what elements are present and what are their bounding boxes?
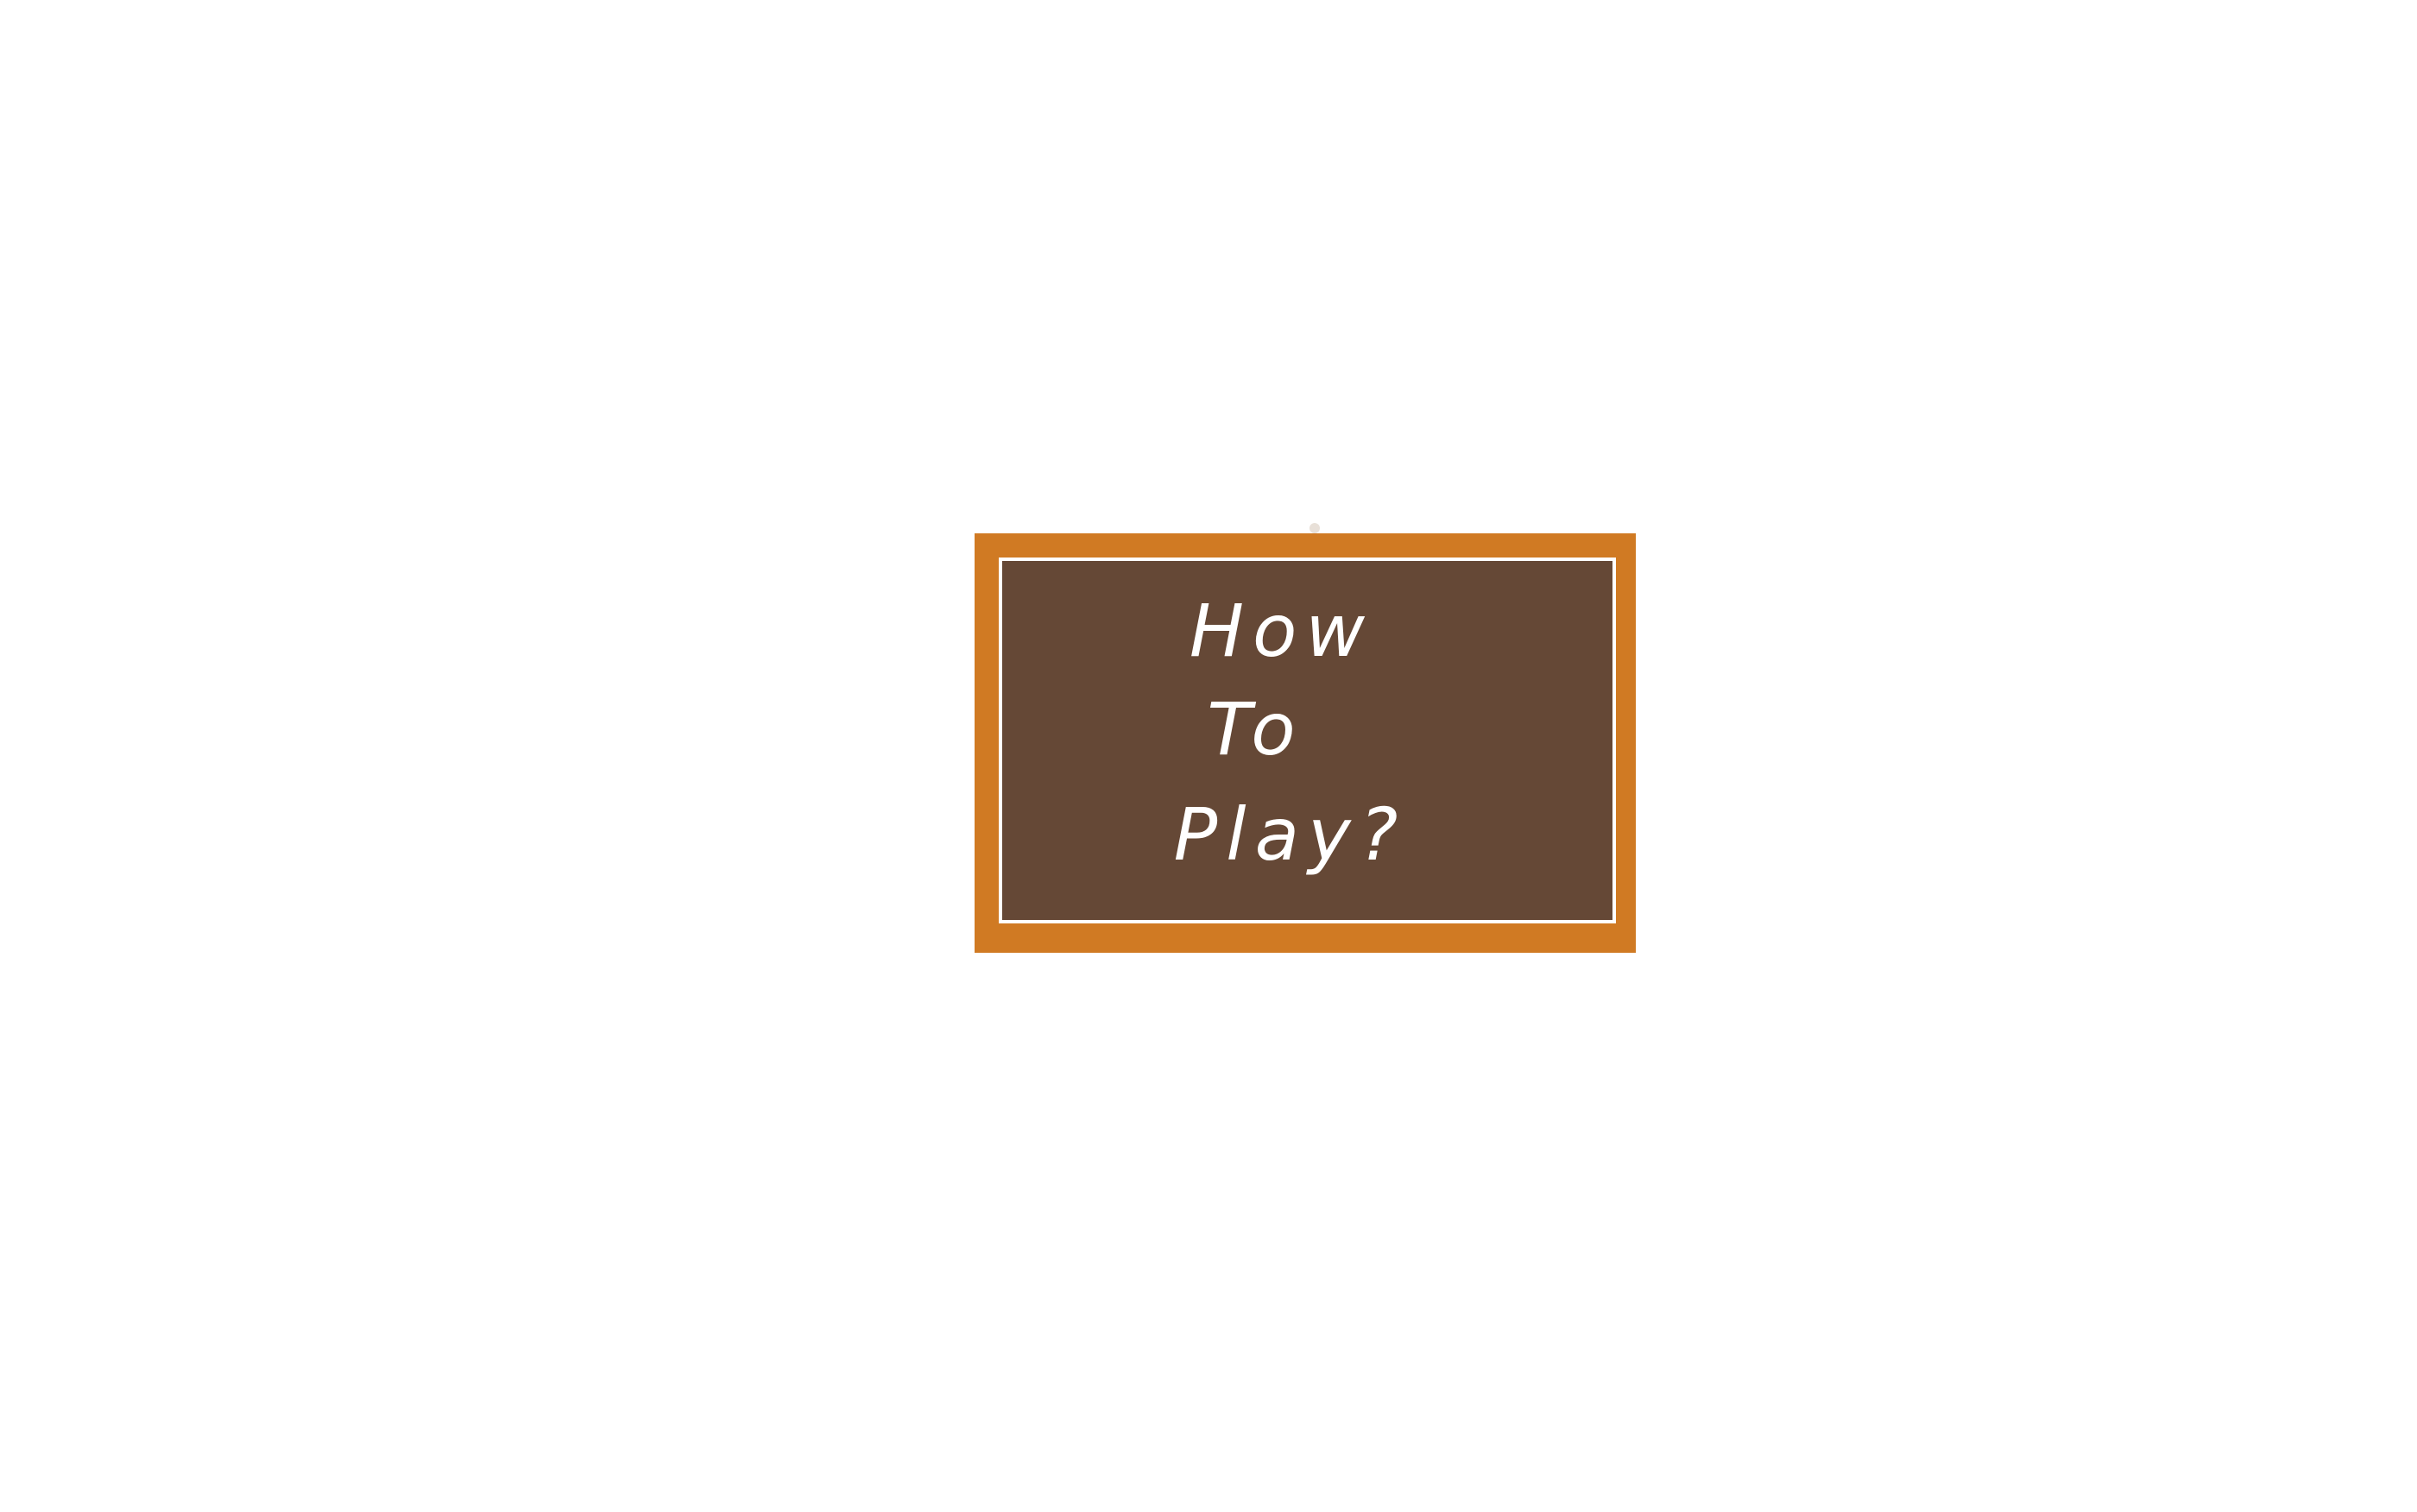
board-text: Play? [1173,792,1407,877]
board-pin [1309,523,1320,533]
board-text: To [1207,687,1304,772]
how-to-play-board[interactable]: How To Play? [975,533,1636,953]
board-panel: How To Play? [999,558,1616,923]
board-text: How [1189,589,1374,673]
